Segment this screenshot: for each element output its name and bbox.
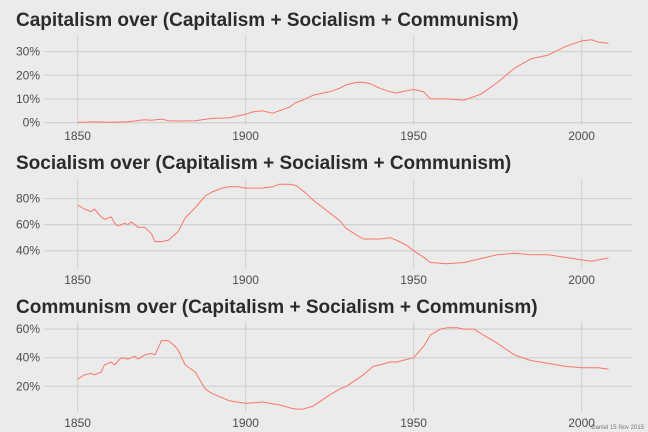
- series-line-socialism: [77, 183, 609, 265]
- y-tick-label-socialism-0: 40%: [16, 244, 40, 258]
- y-tick-label-socialism-2: 80%: [16, 192, 40, 206]
- panel-title-communism: Communism over (Capitalism + Socialism +…: [16, 297, 538, 318]
- x-tick-label-socialism-1: 1900: [232, 273, 259, 287]
- x-tick-label-socialism-2: 1950: [400, 273, 427, 287]
- panel-title-socialism: Socialism over (Capitalism + Socialism +…: [16, 153, 511, 174]
- credit-text: Daniel 15 Nov 2015: [591, 425, 644, 431]
- y-tick-label-capitalism-3: 30%: [16, 45, 40, 59]
- x-tick-label-socialism-0: 1850: [64, 273, 91, 287]
- x-tick-label-communism-2: 1950: [400, 416, 427, 430]
- x-tick-label-capitalism-2: 1950: [400, 129, 427, 143]
- y-tick-label-socialism-1: 60%: [16, 218, 40, 232]
- x-tick-label-capitalism-3: 2000: [568, 129, 595, 143]
- y-tick-label-communism-0: 20%: [16, 379, 40, 393]
- grid-capitalism: [44, 35, 632, 125]
- y-tick-label-communism-2: 60%: [16, 322, 40, 336]
- y-tick-label-capitalism-1: 10%: [16, 92, 40, 106]
- x-tick-label-capitalism-1: 1900: [232, 129, 259, 143]
- grid-socialism: [44, 179, 632, 269]
- y-tick-label-capitalism-2: 20%: [16, 68, 40, 82]
- series-line-communism: [77, 327, 609, 410]
- panel-socialism: Socialism over (Capitalism + Socialism +…: [16, 153, 632, 287]
- x-tick-label-capitalism-0: 1850: [64, 129, 91, 143]
- panel-title-capitalism: Capitalism over (Capitalism + Socialism …: [16, 10, 519, 31]
- panel-communism: Communism over (Capitalism + Socialism +…: [16, 297, 632, 430]
- x-tick-label-communism-1: 1900: [232, 416, 259, 430]
- y-tick-label-communism-1: 40%: [16, 351, 40, 365]
- grid-communism: [44, 322, 632, 412]
- x-tick-label-socialism-3: 2000: [568, 273, 595, 287]
- y-tick-label-capitalism-0: 0%: [23, 116, 41, 130]
- x-tick-label-communism-3: 2000: [568, 416, 595, 430]
- series-line-capitalism: [77, 39, 609, 123]
- x-tick-label-communism-0: 1850: [64, 416, 91, 430]
- panel-capitalism: Capitalism over (Capitalism + Socialism …: [16, 10, 632, 143]
